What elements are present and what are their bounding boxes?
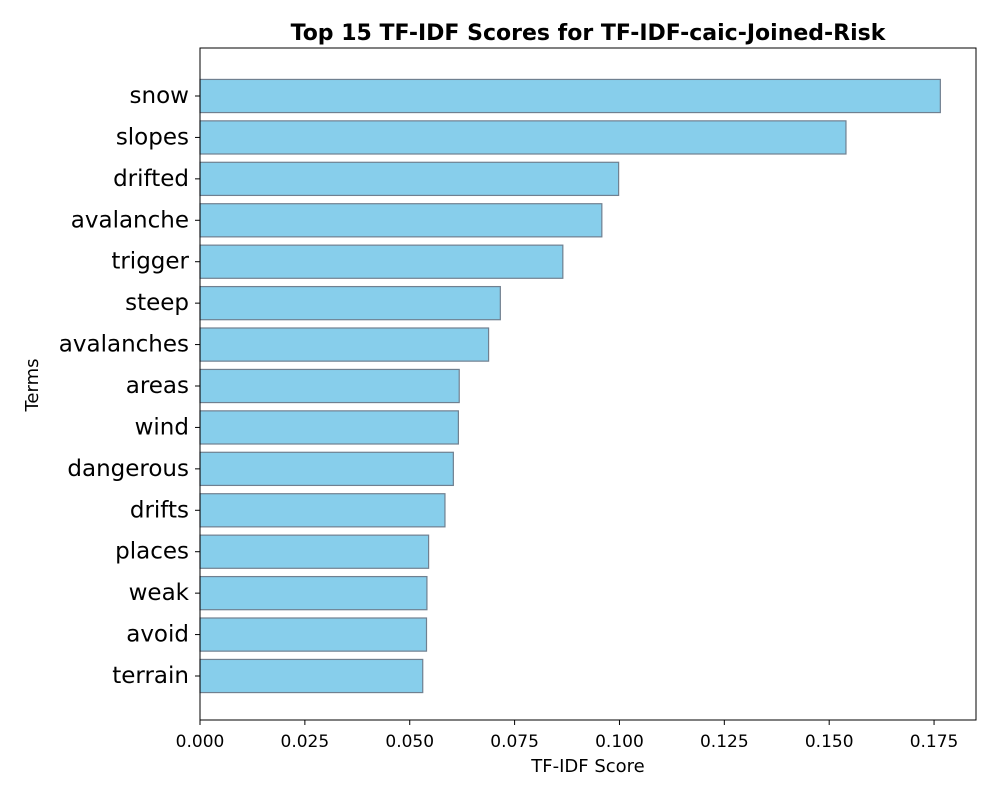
y-tick-label: trigger bbox=[111, 249, 189, 275]
x-ticks-group: 0.000 0.025 0.050 0.075 0.100 0.125 0.150 0.175 bbox=[176, 720, 959, 752]
x-tick-label: 0.150 bbox=[805, 732, 854, 752]
y-tick-label: drifted bbox=[113, 166, 189, 192]
y-tick-label: snow bbox=[130, 83, 189, 109]
bar-slopes bbox=[199, 120, 847, 155]
bar-avalanche bbox=[199, 203, 603, 238]
y-axis-label: Terms bbox=[22, 358, 43, 412]
x-tick-label: 0.025 bbox=[281, 732, 330, 752]
y-tick-label: avalanches bbox=[59, 332, 189, 358]
y-tick-label: wind bbox=[135, 414, 189, 440]
y-tick-label: places bbox=[115, 539, 189, 565]
bar-steep bbox=[199, 285, 501, 321]
y-tick-label: weak bbox=[129, 580, 190, 606]
bar-dangerous bbox=[199, 451, 454, 487]
bar-trigger bbox=[199, 244, 564, 279]
x-axis-label: TF-IDF Score bbox=[530, 756, 645, 777]
x-tick-label: 0.175 bbox=[910, 732, 959, 752]
y-ticks-group: snow slopes drifted avalanche trigger steep av… bbox=[59, 83, 200, 689]
y-tick-label: terrain bbox=[112, 663, 189, 689]
bar-areas bbox=[199, 368, 460, 404]
bar-terrain bbox=[199, 658, 424, 694]
x-tick-label: 0.075 bbox=[490, 732, 539, 752]
x-tick-label: 0.000 bbox=[176, 732, 225, 752]
bars-group bbox=[199, 78, 941, 694]
x-tick-label: 0.125 bbox=[700, 732, 749, 752]
plot-frame bbox=[199, 47, 977, 721]
chart-title: Top 15 TF-IDF Scores for TF-IDF-caic-Joi… bbox=[291, 21, 887, 46]
x-tick-label: 0.050 bbox=[385, 732, 434, 752]
y-tick-label: steep bbox=[125, 290, 189, 316]
bar-drifts bbox=[199, 493, 446, 528]
y-tick-label: avoid bbox=[126, 622, 189, 648]
bar-places bbox=[199, 534, 430, 569]
bar-avoid bbox=[199, 617, 428, 652]
y-tick-label: drifts bbox=[130, 497, 189, 523]
y-tick-label: areas bbox=[126, 373, 189, 399]
x-tick-label: 0.100 bbox=[595, 732, 644, 752]
y-tick-label: slopes bbox=[116, 124, 189, 150]
bar-drifted bbox=[199, 161, 620, 197]
y-tick-label: avalanche bbox=[71, 207, 189, 233]
bar-avalanches bbox=[199, 327, 490, 362]
bar-weak bbox=[199, 575, 428, 611]
bar-wind bbox=[199, 410, 459, 445]
y-tick-label: dangerous bbox=[67, 456, 189, 482]
bar-snow bbox=[199, 78, 941, 114]
